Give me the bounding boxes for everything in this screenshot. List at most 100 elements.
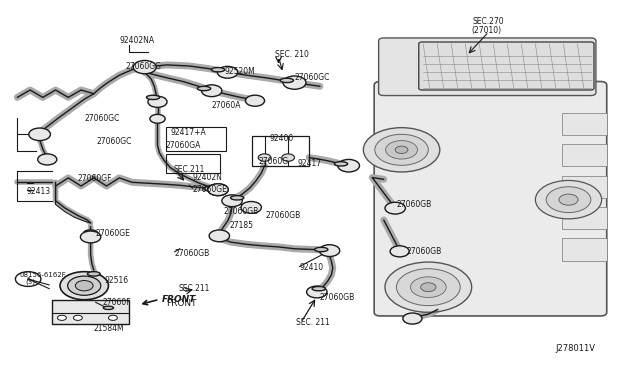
- Text: 27060GC: 27060GC: [294, 73, 330, 82]
- Circle shape: [386, 141, 417, 159]
- Circle shape: [148, 96, 167, 108]
- Bar: [252, 136, 309, 166]
- Ellipse shape: [204, 186, 217, 191]
- Text: 92413: 92413: [27, 187, 51, 196]
- Circle shape: [410, 277, 446, 298]
- Ellipse shape: [103, 306, 113, 310]
- Circle shape: [338, 160, 360, 172]
- Text: 21584M: 21584M: [94, 324, 124, 333]
- Text: 27060A: 27060A: [212, 101, 241, 110]
- Bar: [166, 127, 227, 151]
- Text: 92402NA: 92402NA: [119, 36, 154, 45]
- Ellipse shape: [84, 230, 97, 234]
- Text: SEC. 211: SEC. 211: [296, 318, 330, 327]
- Text: 92417: 92417: [298, 158, 322, 168]
- Circle shape: [222, 195, 243, 207]
- Circle shape: [258, 154, 271, 161]
- Ellipse shape: [88, 272, 100, 276]
- Text: 92417+A: 92417+A: [170, 128, 206, 137]
- Circle shape: [58, 315, 67, 320]
- Text: SEC.211: SEC.211: [179, 284, 210, 293]
- Text: 27060GC: 27060GC: [97, 137, 132, 146]
- Circle shape: [282, 154, 294, 161]
- Circle shape: [390, 246, 409, 257]
- Circle shape: [133, 61, 156, 74]
- Text: 92400: 92400: [269, 134, 293, 142]
- Circle shape: [536, 180, 602, 219]
- Circle shape: [74, 315, 83, 320]
- Ellipse shape: [312, 286, 325, 291]
- Text: FRONT: FRONT: [166, 299, 196, 308]
- FancyBboxPatch shape: [419, 42, 594, 90]
- Circle shape: [218, 66, 238, 78]
- Text: 92402N: 92402N: [193, 173, 223, 182]
- Text: (3): (3): [26, 279, 36, 285]
- Circle shape: [385, 202, 405, 214]
- Circle shape: [546, 187, 591, 212]
- Circle shape: [319, 245, 340, 257]
- Text: 92520M: 92520M: [225, 67, 255, 76]
- Text: SEC. 210: SEC. 210: [275, 51, 309, 60]
- Text: 08156-6162F: 08156-6162F: [19, 272, 66, 278]
- Text: 27060GB: 27060GB: [223, 207, 259, 217]
- Text: 27185: 27185: [230, 221, 253, 230]
- Circle shape: [364, 128, 440, 172]
- Circle shape: [68, 276, 100, 295]
- Circle shape: [208, 184, 228, 196]
- Circle shape: [559, 194, 578, 205]
- Circle shape: [385, 262, 472, 312]
- Bar: [562, 113, 607, 135]
- Circle shape: [60, 272, 108, 300]
- Circle shape: [76, 280, 93, 291]
- Circle shape: [283, 76, 306, 89]
- Circle shape: [246, 95, 264, 106]
- Circle shape: [395, 146, 408, 154]
- Circle shape: [209, 230, 230, 242]
- Text: J278011V: J278011V: [556, 344, 596, 353]
- Ellipse shape: [211, 68, 225, 72]
- Text: 27060GE: 27060GE: [96, 230, 131, 238]
- Circle shape: [38, 154, 57, 165]
- Ellipse shape: [280, 78, 294, 83]
- Bar: [562, 176, 607, 198]
- Circle shape: [403, 313, 422, 324]
- Circle shape: [208, 184, 228, 196]
- Circle shape: [420, 283, 436, 292]
- Text: 27060GB: 27060GB: [266, 211, 301, 220]
- Bar: [562, 238, 607, 260]
- Text: 27060GA: 27060GA: [166, 141, 201, 150]
- Text: FRONT: FRONT: [162, 295, 196, 304]
- Circle shape: [396, 269, 460, 306]
- Ellipse shape: [147, 95, 159, 100]
- Text: 27060GC: 27060GC: [84, 114, 120, 123]
- Circle shape: [307, 286, 327, 298]
- FancyBboxPatch shape: [379, 38, 596, 96]
- Text: SEC.211: SEC.211: [173, 165, 205, 174]
- Circle shape: [108, 315, 117, 320]
- FancyBboxPatch shape: [374, 81, 607, 316]
- Text: (27010): (27010): [472, 26, 502, 35]
- Circle shape: [81, 231, 100, 243]
- Text: 27060GB: 27060GB: [320, 293, 355, 302]
- Circle shape: [150, 114, 165, 123]
- Circle shape: [375, 134, 428, 165]
- Text: 27060GG: 27060GG: [125, 61, 162, 71]
- Circle shape: [202, 85, 222, 97]
- Ellipse shape: [315, 247, 328, 252]
- Bar: [562, 144, 607, 166]
- Bar: [562, 207, 607, 229]
- Text: 27060GE: 27060GE: [193, 185, 227, 194]
- Text: 27060G: 27060G: [258, 157, 288, 166]
- Text: 27060GB: 27060GB: [406, 247, 442, 256]
- Bar: [166, 154, 220, 173]
- Bar: [52, 301, 129, 324]
- Circle shape: [241, 202, 261, 213]
- Text: 27060F: 27060F: [102, 298, 131, 307]
- Text: 92516: 92516: [104, 276, 129, 285]
- Text: 27060GB: 27060GB: [175, 249, 210, 258]
- Ellipse shape: [197, 86, 211, 91]
- Text: 27060GB: 27060GB: [396, 200, 432, 209]
- Ellipse shape: [230, 196, 244, 200]
- Text: 27060GF: 27060GF: [78, 174, 113, 183]
- Text: 92410: 92410: [300, 263, 324, 272]
